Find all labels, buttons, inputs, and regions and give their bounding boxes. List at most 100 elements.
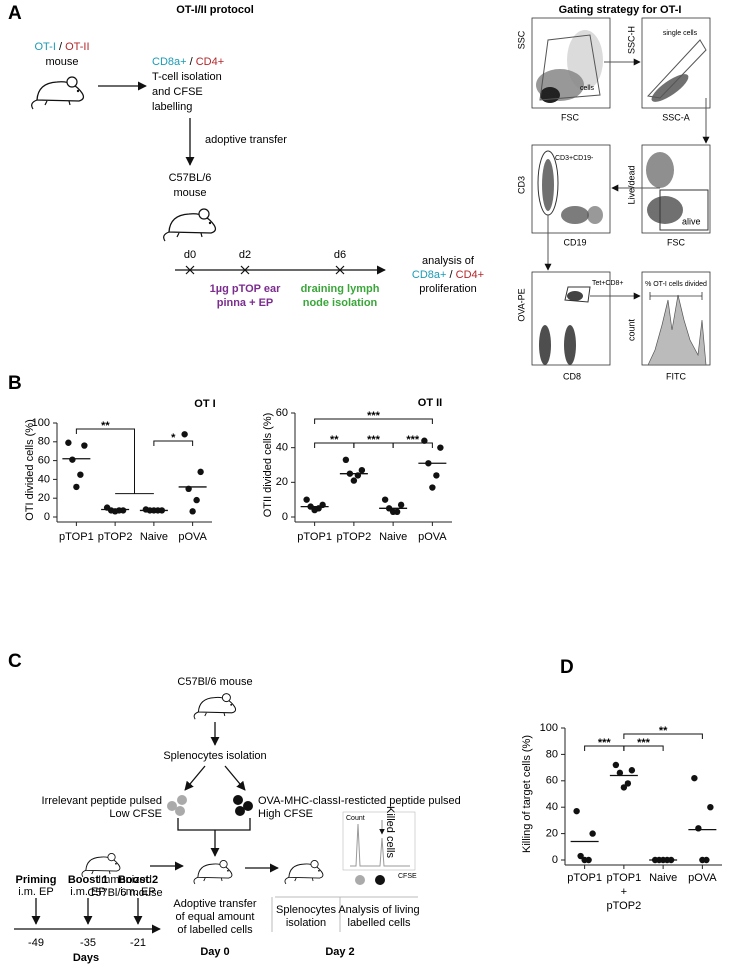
isolation-text: labelling <box>152 101 192 113</box>
x-label: CD19 <box>563 237 586 247</box>
y-label: CD3 <box>516 176 526 194</box>
transfer-text: of labelled cells <box>177 924 253 936</box>
y-tick-label: 100 <box>540 722 558 734</box>
step-route: i.m. EP <box>120 886 155 898</box>
data-point <box>437 444 444 451</box>
data-point <box>358 467 366 474</box>
y-tick-label: 60 <box>276 407 288 419</box>
donor-animal: mouse <box>45 56 78 68</box>
control-text: Low CFSE <box>109 808 162 820</box>
significance-label: *** <box>367 410 381 422</box>
slash: / <box>190 56 194 68</box>
cd4: CD4+ <box>196 56 224 68</box>
transfer-text: of equal amount <box>176 911 255 923</box>
y-axis-label: OTII divided cells (%) <box>262 413 274 518</box>
significance-bracket <box>314 418 433 424</box>
x-tick-label: pOVA <box>178 531 207 543</box>
isolation-text: T-cell isolation <box>152 71 222 83</box>
data-point <box>181 431 188 438</box>
x-label: FSC <box>667 237 686 247</box>
data-point <box>628 767 636 774</box>
step-day: -35 <box>80 937 96 949</box>
data-point <box>624 780 632 787</box>
x-tick-label: Naive <box>140 531 168 543</box>
significance-label: ** <box>330 434 339 446</box>
x-tick-label: pOVA <box>688 872 717 884</box>
x-tick-label: pTOP2 <box>98 531 133 543</box>
chart-title: OT II <box>418 397 442 409</box>
data-point <box>573 807 580 815</box>
gating-arrows <box>544 58 710 300</box>
y-label: OVA-PE <box>516 288 526 321</box>
transfer-text: adoptive transfer <box>205 134 287 146</box>
data-point <box>695 825 702 832</box>
gating-plot: count FITC % OT-I cells divided <box>626 271 711 381</box>
y-tick-label: 80 <box>38 436 50 448</box>
timeline-marks <box>185 265 345 275</box>
x-tick-label: pTOP1 <box>567 872 602 884</box>
gate-label: % OT-I cells divided <box>645 281 707 288</box>
step-day: -21 <box>130 937 146 949</box>
recipient-text: C57Bl/6 mouse <box>87 887 162 899</box>
control-text: Irrelevant peptide pulsed <box>42 795 162 807</box>
analysis-text: labelled cells <box>348 917 411 929</box>
y-axis-label: Killing of target cells (%) <box>521 735 533 853</box>
x-tick-label: pTOP1 + pTOP2 <box>606 872 642 912</box>
data-point <box>193 496 200 504</box>
significance-label: *** <box>367 434 381 446</box>
slash: / <box>450 269 454 281</box>
x-tick-label: pTOP1 <box>59 531 94 543</box>
day-label: Day 2 <box>325 946 354 958</box>
harvest-text: isolation <box>286 917 326 929</box>
y-label: count <box>626 318 636 341</box>
step-name: Priming <box>16 874 57 886</box>
data-point <box>311 506 318 514</box>
y-tick-label: 0 <box>282 511 288 523</box>
data-point <box>397 501 405 509</box>
y-tick-label: 20 <box>38 492 50 504</box>
step-day: -49 <box>28 937 44 949</box>
significance-bracket <box>75 428 135 494</box>
recipient-text: Immunized <box>98 874 152 886</box>
analysis-markers: CD8a+ / CD4+ <box>412 269 484 281</box>
data-point <box>620 784 628 791</box>
y-tick-label: 40 <box>38 473 50 485</box>
significance-bracket <box>623 733 703 739</box>
y-tick-label: 0 <box>552 854 558 866</box>
mouse-icon <box>162 208 217 242</box>
y-tick-label: 100 <box>32 417 50 429</box>
gating-plot: SSC FSC cells <box>516 17 611 122</box>
panel-label: B <box>8 373 22 394</box>
y-tick-label: 40 <box>546 801 558 813</box>
panel-label: A <box>8 3 22 24</box>
step-name: Boost 1 <box>68 874 108 886</box>
mouse-icon <box>30 76 85 110</box>
y-tick-label: 20 <box>276 476 288 488</box>
y-axis-label: OTI divided cells (%) <box>24 419 36 520</box>
day-label: Day 0 <box>200 946 229 958</box>
data-point <box>350 477 358 484</box>
gate-label: CD3+CD19- <box>555 155 594 162</box>
gate-label: alive <box>682 216 701 226</box>
significance-bracket <box>392 442 433 448</box>
analysis-text: analysis of <box>422 255 475 267</box>
x-label: SSC-A <box>662 112 690 122</box>
gate-label: cells <box>580 85 595 92</box>
data-point <box>589 830 596 837</box>
x-label: FSC <box>561 112 580 122</box>
isolation-markers: CD8a+ / CD4+ <box>152 56 224 68</box>
immunization-text: pinna + EP <box>217 297 274 309</box>
mouse-icon <box>193 859 233 885</box>
analysis-text: proliferation <box>419 283 476 295</box>
data-point <box>342 456 350 463</box>
isolation-text: Splenocytes isolation <box>163 750 266 762</box>
y-tick-label: 0 <box>44 511 50 523</box>
data-point <box>581 856 588 864</box>
data-point <box>389 508 397 515</box>
gate-label: Tet+CD8+ <box>592 280 624 287</box>
gating-plot: Live/dead FSC alive <box>626 144 711 247</box>
data-point <box>429 484 436 491</box>
cd8: CD8a+ <box>152 56 187 68</box>
y-tick-label: 60 <box>546 775 558 787</box>
